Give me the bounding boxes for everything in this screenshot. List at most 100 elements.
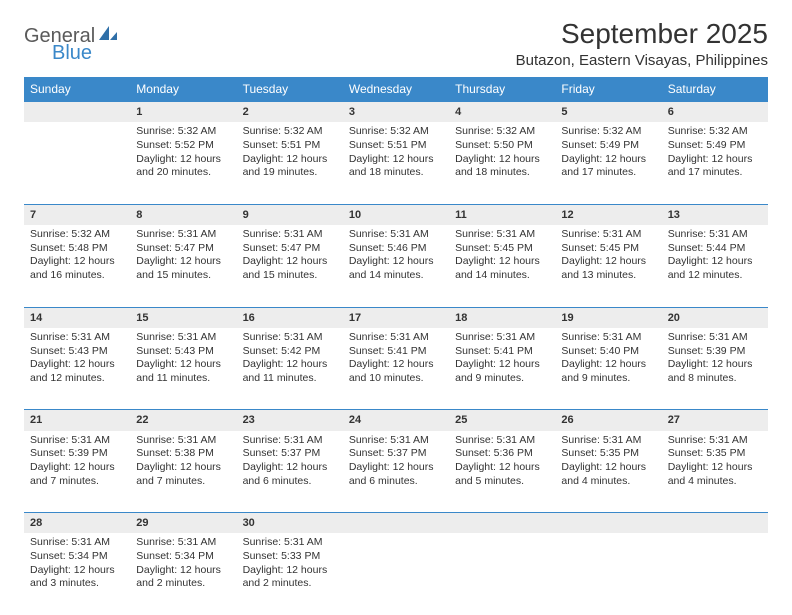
daylight-line: Daylight: 12 hours and 6 minutes. bbox=[349, 461, 443, 488]
sunset-line: Sunset: 5:35 PM bbox=[668, 447, 762, 461]
day-number-cell: 24 bbox=[343, 410, 449, 431]
daylight-line: Daylight: 12 hours and 10 minutes. bbox=[349, 358, 443, 385]
day-content-cell: Sunrise: 5:31 AMSunset: 5:37 PMDaylight:… bbox=[237, 431, 343, 513]
day-number-cell: 9 bbox=[237, 204, 343, 225]
sunrise-line: Sunrise: 5:31 AM bbox=[243, 331, 337, 345]
day-content-cell: Sunrise: 5:31 AMSunset: 5:35 PMDaylight:… bbox=[662, 431, 768, 513]
day-content-cell: Sunrise: 5:31 AMSunset: 5:40 PMDaylight:… bbox=[555, 328, 661, 410]
day-number-cell: 22 bbox=[130, 410, 236, 431]
day-content-cell: Sunrise: 5:31 AMSunset: 5:47 PMDaylight:… bbox=[237, 225, 343, 307]
day-number-cell: 26 bbox=[555, 410, 661, 431]
sunset-line: Sunset: 5:42 PM bbox=[243, 345, 337, 359]
day-content-cell: Sunrise: 5:31 AMSunset: 5:45 PMDaylight:… bbox=[555, 225, 661, 307]
day-content-cell: Sunrise: 5:31 AMSunset: 5:37 PMDaylight:… bbox=[343, 431, 449, 513]
day-content-cell: Sunrise: 5:31 AMSunset: 5:43 PMDaylight:… bbox=[24, 328, 130, 410]
day-number-cell: 2 bbox=[237, 102, 343, 123]
day-number-cell: 12 bbox=[555, 204, 661, 225]
day-content-cell bbox=[343, 533, 449, 615]
content-row: Sunrise: 5:31 AM Sunset: 5:39 PM Daylight:… bbox=[24, 431, 768, 513]
day-content-cell: Sunrise: 5:31 AMSunset: 5:46 PMDaylight:… bbox=[343, 225, 449, 307]
daylight-line: Daylight: 12 hours and 8 minutes. bbox=[668, 358, 762, 385]
day-number-cell: 15 bbox=[130, 307, 236, 328]
location: Butazon, Eastern Visayas, Philippines bbox=[516, 52, 768, 69]
day-content-cell: Sunrise: 5:31 AMSunset: 5:41 PMDaylight:… bbox=[449, 328, 555, 410]
sunset-line: Sunset: 5:45 PM bbox=[561, 242, 655, 256]
sunset-line: Sunset: 5:49 PM bbox=[561, 139, 655, 153]
day-content-cell: Sunrise: 5:31 AMSunset: 5:36 PMDaylight:… bbox=[449, 431, 555, 513]
month-title: September 2025 bbox=[516, 18, 768, 50]
sunrise-line: Sunrise: 5:31 AM bbox=[668, 228, 762, 242]
day-number-cell: 29 bbox=[130, 513, 236, 534]
day-number-cell: 6 bbox=[662, 102, 768, 123]
day-number-cell: 20 bbox=[662, 307, 768, 328]
sunset-line: Sunset: 5:39 PM bbox=[30, 447, 124, 461]
daylight-line: Daylight: 12 hours and 2 minutes. bbox=[243, 564, 337, 591]
daylight-line: Daylight: 12 hours and 14 minutes. bbox=[455, 255, 549, 282]
sunrise-line: Sunrise: 5:31 AM bbox=[561, 331, 655, 345]
day-number-cell: 30 bbox=[237, 513, 343, 534]
day-content-cell: Sunrise: 5:31 AMSunset: 5:43 PMDaylight:… bbox=[130, 328, 236, 410]
sunset-line: Sunset: 5:35 PM bbox=[561, 447, 655, 461]
day-content-cell: Sunrise: 5:32 AMSunset: 5:48 PMDaylight:… bbox=[24, 225, 130, 307]
sunset-line: Sunset: 5:47 PM bbox=[136, 242, 230, 256]
sunset-line: Sunset: 5:40 PM bbox=[561, 345, 655, 359]
daylight-line: Daylight: 12 hours and 4 minutes. bbox=[561, 461, 655, 488]
sunrise-line: Sunrise: 5:31 AM bbox=[136, 434, 230, 448]
content-row: Sunrise: 5:32 AMSunset: 5:48 PMDaylight:… bbox=[24, 225, 768, 307]
day-number-cell: 1 bbox=[130, 102, 236, 123]
day-number-cell: 18 bbox=[449, 307, 555, 328]
day-number-cell bbox=[24, 102, 130, 123]
day-number-cell: 13 bbox=[662, 204, 768, 225]
sunset-line: Sunset: 5:47 PM bbox=[243, 242, 337, 256]
sunrise-line: Sunrise: 5:32 AM bbox=[243, 125, 337, 139]
daynum-row: 123456 bbox=[24, 102, 768, 123]
sunset-line: Sunset: 5:34 PM bbox=[30, 550, 124, 564]
day-content-cell: Sunrise: 5:32 AMSunset: 5:52 PMDaylight:… bbox=[130, 122, 236, 204]
sunset-line: Sunset: 5:41 PM bbox=[349, 345, 443, 359]
sunrise-line: Sunrise: 5:32 AM bbox=[349, 125, 443, 139]
day-number-cell: 23 bbox=[237, 410, 343, 431]
title-block: September 2025 Butazon, Eastern Visayas,… bbox=[516, 18, 768, 69]
sunrise-line: Sunrise: 5:32 AM bbox=[136, 125, 230, 139]
sunrise-line: Sunrise: 5:31 AM bbox=[136, 228, 230, 242]
day-content-cell bbox=[24, 122, 130, 204]
daynum-row: 14151617181920 bbox=[24, 307, 768, 328]
day-number-cell: 3 bbox=[343, 102, 449, 123]
day-content-cell: Sunrise: 5:32 AMSunset: 5:49 PMDaylight:… bbox=[662, 122, 768, 204]
day-content-cell bbox=[662, 533, 768, 615]
daylight-line: Daylight: 12 hours and 13 minutes. bbox=[561, 255, 655, 282]
day-content-cell: Sunrise: 5:31 AMSunset: 5:38 PMDaylight:… bbox=[130, 431, 236, 513]
day-content-cell: Sunrise: 5:31 AMSunset: 5:39 PMDaylight:… bbox=[24, 431, 130, 513]
daynum-row: 78910111213 bbox=[24, 204, 768, 225]
day-number-cell: 16 bbox=[237, 307, 343, 328]
logo-text-blue: Blue bbox=[24, 43, 119, 64]
header: General Blue September 2025 Butazon, Eas… bbox=[24, 18, 768, 69]
day-content-cell: Sunrise: 5:32 AMSunset: 5:50 PMDaylight:… bbox=[449, 122, 555, 204]
day-number-cell: 11 bbox=[449, 204, 555, 225]
sunset-line: Sunset: 5:43 PM bbox=[136, 345, 230, 359]
calendar-body: 123456Sunrise: 5:32 AMSunset: 5:52 PMDay… bbox=[24, 102, 768, 615]
day-content-cell bbox=[449, 533, 555, 615]
daylight-line: Daylight: 12 hours and 14 minutes. bbox=[349, 255, 443, 282]
daylight-line: Daylight: 12 hours and 17 minutes. bbox=[668, 153, 762, 180]
daylight-line: Daylight: 12 hours and 15 minutes. bbox=[243, 255, 337, 282]
day-content-cell: Sunrise: 5:31 AMSunset: 5:34 PMDaylight:… bbox=[24, 533, 130, 615]
daylight-line: Daylight: 12 hours and 4 minutes. bbox=[668, 461, 762, 488]
logo: General Blue bbox=[24, 18, 119, 64]
daylight-line: Daylight: 12 hours and 11 minutes. bbox=[136, 358, 230, 385]
sunset-line: Sunset: 5:48 PM bbox=[30, 242, 124, 256]
sunset-line: Sunset: 5:37 PM bbox=[243, 447, 337, 461]
sunrise-line: Sunrise: 5:31 AM bbox=[349, 331, 443, 345]
sunrise-line: Sunrise: 5:31 AM bbox=[349, 228, 443, 242]
sunrise-line: Sunrise: 5:31 AM bbox=[30, 331, 124, 345]
day-number-cell: 25 bbox=[449, 410, 555, 431]
sunset-line: Sunset: 5:45 PM bbox=[455, 242, 549, 256]
day-content-cell: Sunrise: 5:31 AMSunset: 5:35 PMDaylight:… bbox=[555, 431, 661, 513]
day-number-cell: 17 bbox=[343, 307, 449, 328]
daynum-row: 282930 bbox=[24, 513, 768, 534]
daylight-line: Daylight: 12 hours and 20 minutes. bbox=[136, 153, 230, 180]
day-number-cell bbox=[555, 513, 661, 534]
day-header: Wednesday bbox=[343, 77, 449, 102]
sunset-line: Sunset: 5:46 PM bbox=[349, 242, 443, 256]
sunrise-line: Sunrise: 5:31 AM bbox=[561, 228, 655, 242]
